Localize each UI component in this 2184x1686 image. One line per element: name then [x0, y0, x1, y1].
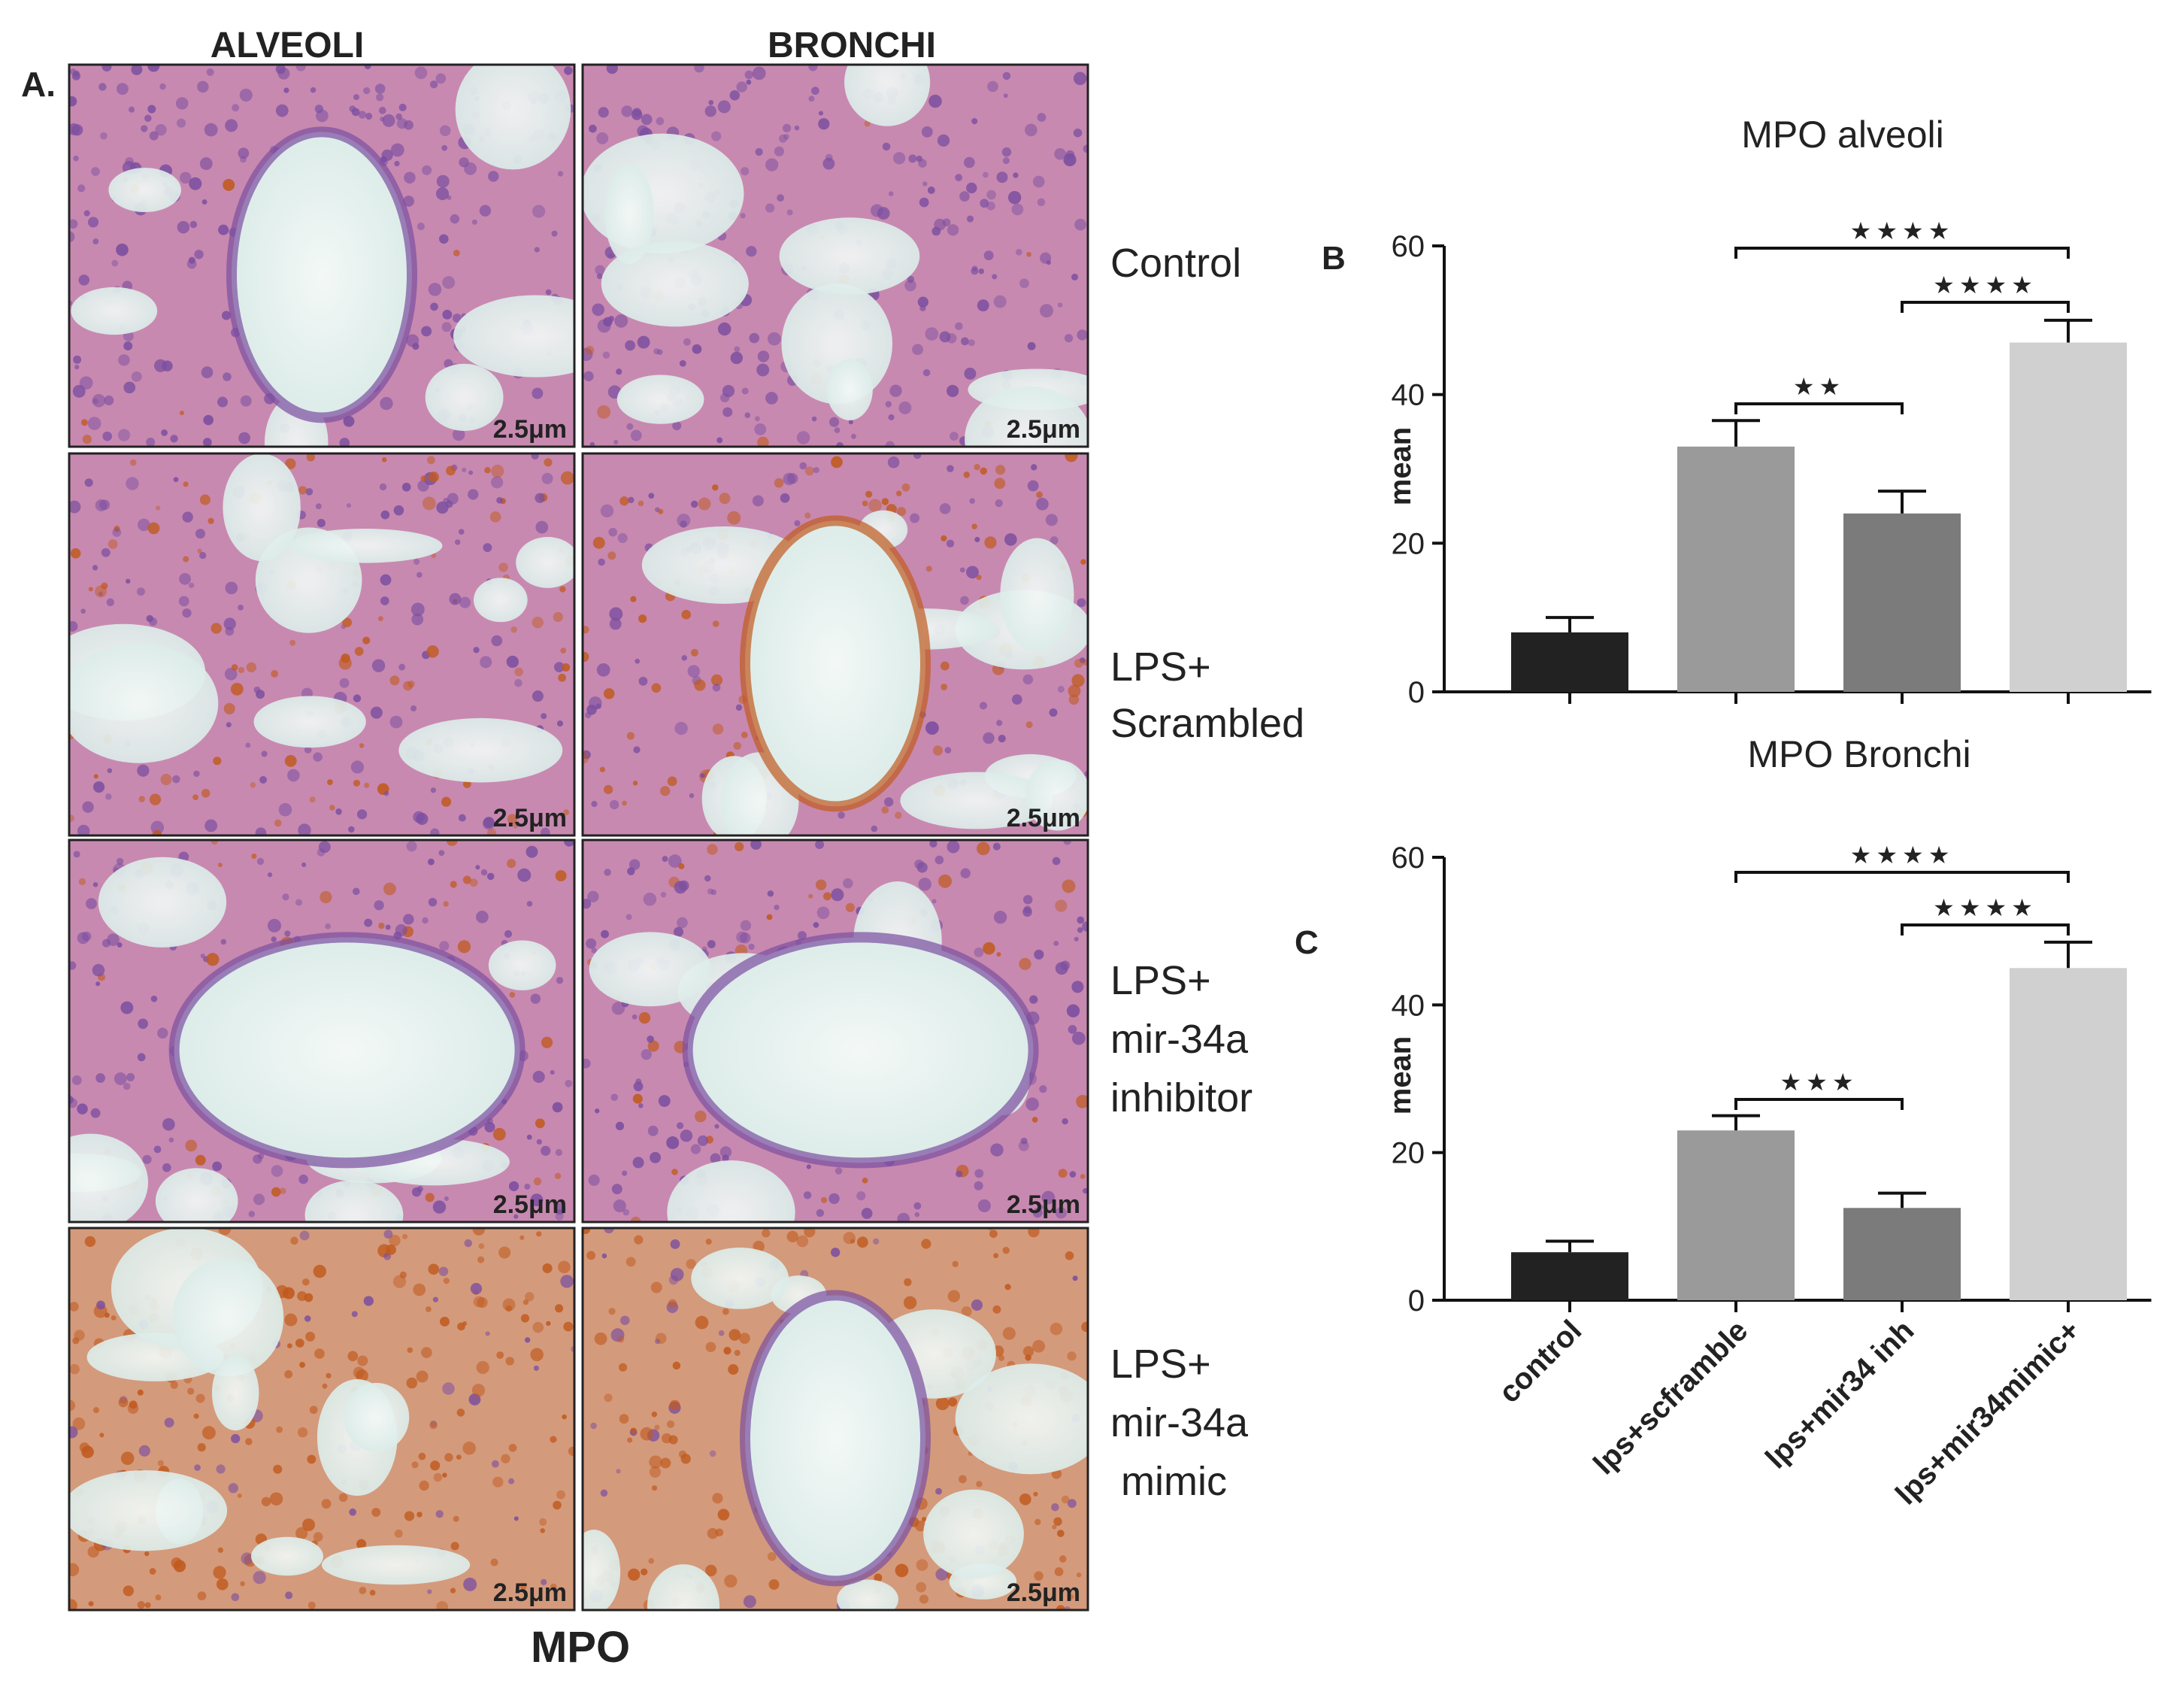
bar-lps-scframble	[1677, 446, 1795, 692]
micrograph-bronchi-row-4: 2.5μm	[581, 1227, 1089, 1612]
scale-bar-label: 2.5μm	[493, 1578, 567, 1607]
significance-label: ★★★★	[1850, 841, 1955, 869]
y-axis-label: mean	[1384, 1036, 1417, 1115]
scale-bar-label: 2.5μm	[1007, 1190, 1080, 1219]
significance-label: ★★★	[1780, 1068, 1858, 1096]
micrograph-bronchi-row-3: 2.5μm	[581, 838, 1089, 1224]
significance-bracket	[1734, 402, 1904, 414]
chart-title: MPO Bronchi	[1747, 733, 1970, 775]
row-label-line: LPS+	[1110, 1342, 1211, 1387]
significance-bracket	[1734, 247, 2070, 259]
x-tick-label: lps+mir34 inh	[1759, 1314, 1920, 1475]
bar-control	[1511, 632, 1628, 692]
row-label-line: Scrambled	[1110, 701, 1304, 746]
panel-letter: B	[1322, 240, 1346, 277]
row-label-line: inhibitor	[1110, 1075, 1253, 1120]
micrograph-alveoli-row-3: 2.5μm	[68, 838, 576, 1224]
micrograph-alveoli-row-2: 2.5μm	[68, 452, 576, 837]
significance-label: ★★★★	[1850, 217, 1955, 245]
bar-lps-mir34-inh	[1843, 513, 1961, 692]
y-tick-label: 40	[1392, 989, 1425, 1022]
y-tick-label: 40	[1392, 379, 1425, 412]
significance-bracket	[1734, 1098, 1904, 1110]
row-label-lps-mimic: LPS+ mir-34a mimic	[1110, 1342, 1249, 1504]
bar-lps-mir34mimic-	[2010, 342, 2127, 692]
micrograph-grid: 2.5μm 2.5μm 2.5μm 2.5μm 2.5μm 2.5μm 2.5μm 2.5μm	[68, 63, 1089, 1612]
row-label-lps-scrambled: LPS+ Scrambled	[1110, 644, 1304, 746]
scale-bar-label: 2.5μm	[1007, 804, 1080, 832]
significance-label: ★★	[1793, 372, 1845, 401]
row-label-line: LPS+	[1110, 958, 1211, 1003]
column-header-alveoli: ALVEOLI	[211, 26, 364, 65]
chart-title: MPO alveoli	[1741, 114, 1944, 156]
micrograph-bronchi-row-1: 2.5μm	[581, 63, 1089, 448]
scale-bar-label: 2.5μm	[1007, 1578, 1080, 1607]
x-tick-label: lps+scframble	[1587, 1314, 1754, 1481]
bar-lps-mir34-inh	[1843, 1208, 1961, 1300]
row-label-control: Control	[1110, 241, 1241, 286]
panel-a-footer: MPO	[531, 1623, 630, 1672]
significance-label: ★★★★	[1933, 271, 2037, 299]
micrograph-alveoli-row-4: 2.5μm	[68, 1227, 576, 1612]
significance-bracket	[1734, 871, 2070, 883]
y-tick-label: 60	[1392, 230, 1425, 263]
row-label-line: mimic	[1121, 1459, 1227, 1504]
micrograph-bronchi-row-2: 2.5μm	[581, 452, 1089, 837]
row-label-line: Control	[1110, 241, 1241, 286]
column-header-bronchi: BRONCHI	[768, 26, 936, 65]
micrograph-alveoli-row-1: 2.5μm	[68, 63, 576, 448]
y-axis-label: mean	[1384, 427, 1417, 506]
bar-lps-mir34mimic-	[2010, 968, 2127, 1300]
scale-bar-label: 2.5μm	[493, 1190, 567, 1219]
significance-label: ★★★★	[1933, 893, 2037, 922]
scale-bar-label: 2.5μm	[1007, 415, 1080, 444]
y-tick-label: 0	[1408, 1284, 1425, 1318]
significance-bracket	[1901, 301, 2070, 313]
row-label-line: LPS+	[1110, 644, 1211, 690]
row-label-line: mir-34a	[1110, 1017, 1249, 1062]
bar-lps-scframble	[1677, 1130, 1795, 1300]
bar-control	[1511, 1252, 1628, 1300]
x-tick-label: lps+mir34mimic+	[1889, 1314, 2086, 1511]
significance-bracket	[1901, 923, 2070, 935]
row-label-lps-inhibitor: LPS+ mir-34a inhibitor	[1110, 958, 1253, 1120]
x-tick-label: control	[1492, 1314, 1588, 1409]
scale-bar-label: 2.5μm	[493, 804, 567, 832]
y-tick-label: 20	[1392, 1137, 1425, 1170]
row-label-line: mir-34a	[1110, 1400, 1249, 1445]
panel-letter: C	[1295, 924, 1319, 961]
y-tick-label: 60	[1392, 841, 1425, 875]
scale-bar-label: 2.5μm	[493, 415, 567, 444]
panel-a-letter: A.	[21, 65, 56, 104]
y-tick-label: 0	[1408, 676, 1425, 709]
y-tick-label: 20	[1392, 527, 1425, 560]
